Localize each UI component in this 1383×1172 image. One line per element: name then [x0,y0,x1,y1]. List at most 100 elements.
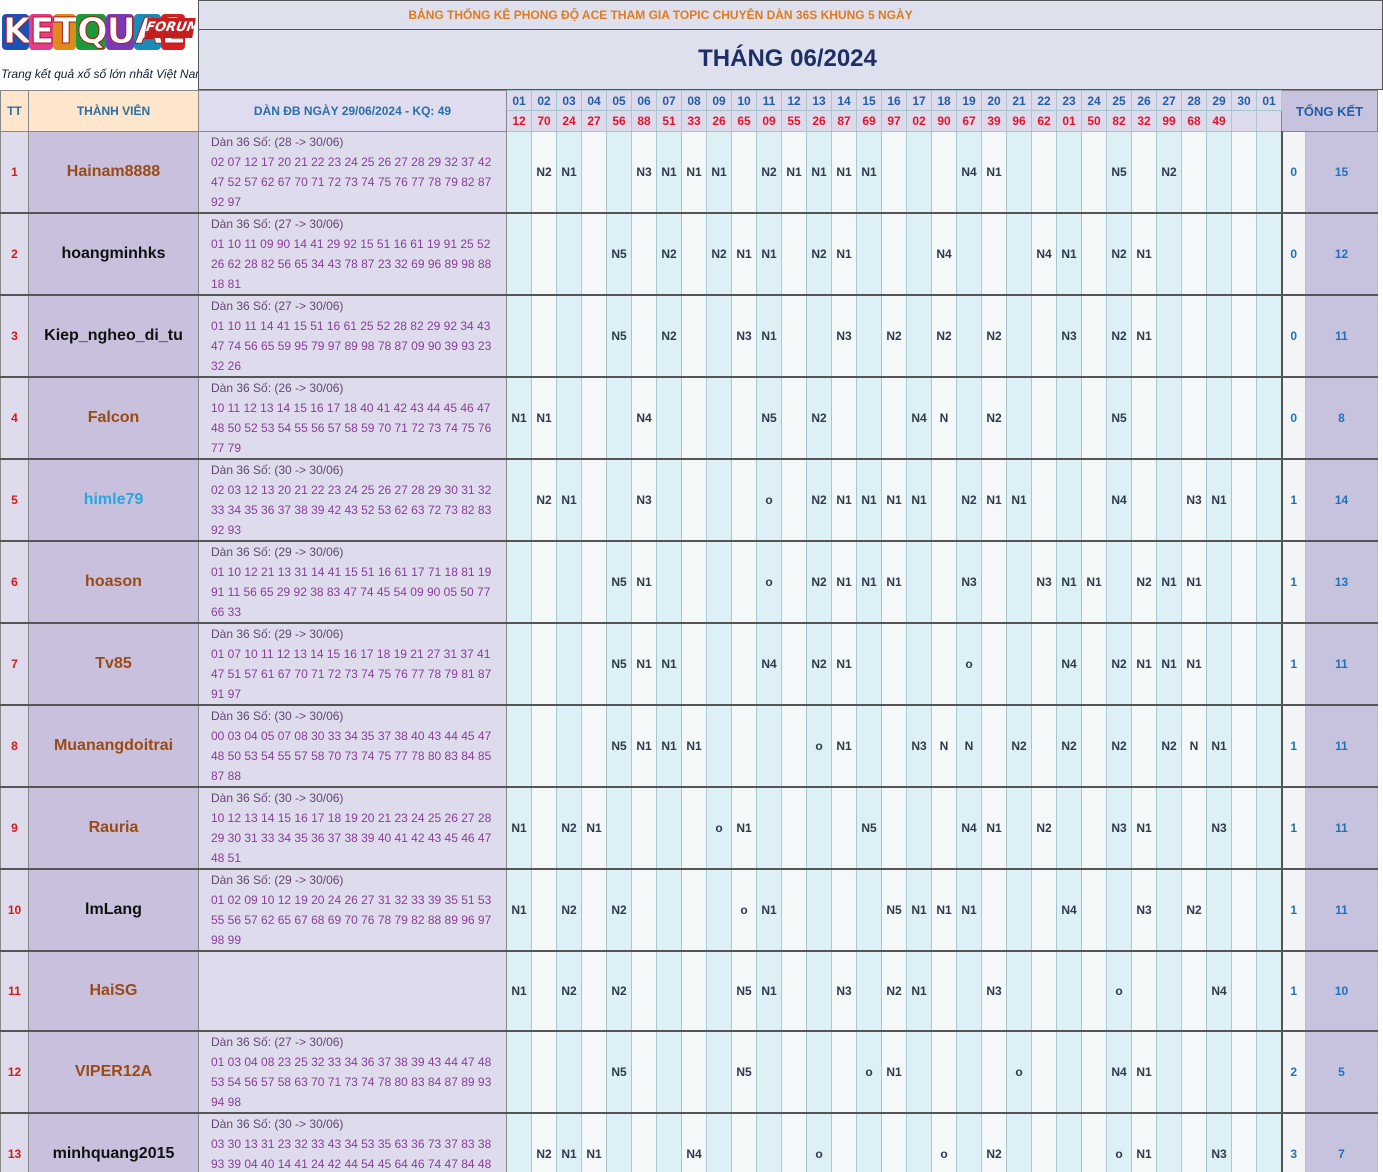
result-cell [606,458,632,542]
result-cell: N2 [556,868,582,952]
result-cell [756,1030,782,1114]
day-header: 01 [1256,90,1282,111]
table-row: 11 HaiSG N1 N2 N2 N5 N1 N3 N2 N1 N3 o N4 1 10 [0,950,1378,1032]
result-cell: N2 [1156,131,1182,214]
result-cell [731,1112,757,1172]
result-cell: N1 [631,622,657,706]
result-cell: N1 [556,131,582,214]
member-name[interactable]: Falcon [28,376,199,460]
result-cell [506,1112,532,1172]
day-header: 17 [906,90,932,111]
result-header: 24 [556,110,582,132]
result-header: 50 [1081,110,1107,132]
column-header-summary: TỔNG KẾT [1281,90,1378,132]
result-cell: N2 [1106,212,1132,296]
result-cell: N3 [956,540,982,624]
member-name[interactable]: hoangminhks [28,212,199,296]
member-name[interactable]: lmLang [28,868,199,952]
result-header: 82 [1106,110,1132,132]
member-name[interactable]: VIPER12A [28,1030,199,1114]
result-cell [506,704,532,788]
result-cell [606,786,632,870]
result-cell [1256,131,1282,214]
result-header: 39 [981,110,1007,132]
result-cell [1256,868,1282,952]
result-cell: N1 [631,704,657,788]
result-cell [681,950,707,1032]
member-name[interactable]: minhquang2015 [28,1112,199,1172]
win-count: 0 [1280,376,1306,460]
result-cell [881,212,907,296]
day-header: 20 [981,90,1007,111]
result-cell: N3 [1031,540,1057,624]
result-cell [631,212,657,296]
result-cell [556,212,582,296]
result-cell [781,786,807,870]
result-header: 99 [1156,110,1182,132]
result-cell [1181,786,1207,870]
result-cell [531,212,557,296]
total-count: 13 [1305,540,1378,624]
result-cell: N1 [906,458,932,542]
win-count: 1 [1280,622,1306,706]
member-name[interactable]: Kiep_ngheo_di_tu [28,294,199,378]
result-cell: o [756,458,782,542]
member-name[interactable]: Muanangdoitrai [28,704,199,788]
result-cell [1056,786,1082,870]
result-header: 90 [931,110,957,132]
member-name[interactable]: hoason [28,540,199,624]
result-cell [856,950,882,1032]
result-cell: N1 [731,786,757,870]
win-count: 3 [1280,1112,1306,1172]
result-cell [1131,131,1157,214]
result-cell [1156,950,1182,1032]
dan-list: 01 10 11 09 90 14 41 29 92 15 51 16 61 1… [211,237,492,291]
result-cell [1256,950,1282,1032]
column-header-member: THÀNH VIÊN [28,90,199,132]
result-cell [681,868,707,952]
result-cell: N2 [1031,786,1057,870]
result-cell [781,1030,807,1114]
result-header: 27 [581,110,607,132]
result-cell: N1 [656,704,682,788]
result-cell [756,1112,782,1172]
result-cell: N5 [606,1030,632,1114]
result-cell: N2 [606,868,632,952]
result-header: 68 [1181,110,1207,132]
result-cell [581,622,607,706]
result-header: 67 [956,110,982,132]
member-name[interactable]: Rauria [28,786,199,870]
result-cell [1231,868,1257,952]
dan-list: 02 03 12 13 20 21 22 23 24 25 26 27 28 2… [211,483,492,537]
result-cell [1181,376,1207,460]
member-name[interactable]: HaiSG [28,950,199,1032]
result-cell [781,212,807,296]
result-cell [1081,868,1107,952]
total-count: 15 [1305,131,1378,214]
result-cell: o [806,704,832,788]
result-cell: N1 [556,1112,582,1172]
result-cell: N3 [631,458,657,542]
result-cell: N1 [581,786,607,870]
result-cell [781,294,807,378]
result-cell [1081,458,1107,542]
result-cell: N2 [1156,704,1182,788]
member-name[interactable]: himle79 [28,458,199,542]
result-cell: N2 [531,131,557,214]
result-cell [1231,950,1257,1032]
result-cell: N2 [1106,704,1132,788]
win-count: 2 [1280,1030,1306,1114]
total-count: 11 [1305,622,1378,706]
result-cell [731,131,757,214]
result-cell: N4 [1056,622,1082,706]
site-logo[interactable]: KETQUA2 FORUM Trang kết quả xổ số lớn nh… [0,0,205,90]
result-cell: N5 [606,294,632,378]
member-name[interactable]: Tv85 [28,622,199,706]
result-cell [1231,622,1257,706]
result-cell [1006,622,1032,706]
result-cell [856,294,882,378]
result-cell [631,1112,657,1172]
table-row: 12 VIPER12A Dàn 36 Số: (27 -> 30/06) 01 03 … [0,1030,1378,1114]
member-name[interactable]: Hainam8888 [28,131,199,214]
result-cell [831,1112,857,1172]
